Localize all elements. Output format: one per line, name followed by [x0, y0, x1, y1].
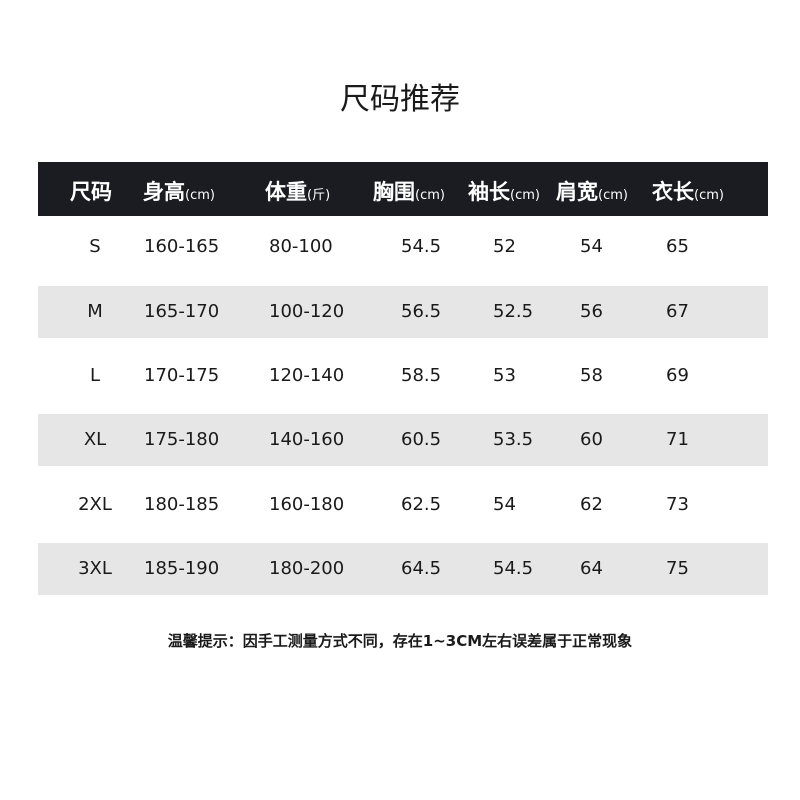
table-cell: 75	[666, 558, 689, 579]
header-unit: (cm)	[598, 188, 628, 203]
header-unit: (斤)	[307, 188, 331, 203]
page-title: 尺码推荐	[340, 82, 460, 117]
table-header: 尺码 身高(cm) 体重(斤) 胸围(cm) 袖长(cm) 肩宽(cm) 衣长(cm)	[38, 162, 768, 216]
table-row: M 165-170 100-120 56.5 52.5 56 67	[38, 286, 768, 338]
table-cell: 140-160	[269, 429, 345, 450]
table-cell: 65	[666, 236, 689, 257]
table-cell: 3XL	[78, 558, 112, 579]
table-cell: 80-100	[269, 236, 333, 257]
header-unit: (cm)	[185, 188, 215, 203]
table-cell: 71	[666, 429, 689, 450]
header-unit: (cm)	[415, 188, 445, 203]
table-cell: 62.5	[401, 494, 442, 515]
table-cell: 120-140	[269, 365, 345, 386]
table-cell: 52	[493, 236, 516, 257]
table-cell: S	[89, 236, 101, 257]
table-cell: 100-120	[269, 301, 345, 322]
table-cell: 56.5	[401, 301, 442, 322]
header-unit: (cm)	[510, 188, 540, 203]
table-cell: 165-170	[144, 301, 220, 322]
table-row: 2XL 180-185 160-180 62.5 54 62 73	[38, 479, 768, 531]
table-row: XL 175-180 140-160 60.5 53.5 60 71	[38, 414, 768, 466]
column-header: 尺码	[70, 176, 112, 206]
table-cell: 73	[666, 494, 689, 515]
table-cell: 54.5	[401, 236, 442, 257]
column-header: 衣长(cm)	[652, 176, 724, 206]
column-header: 肩宽(cm)	[556, 176, 628, 206]
table-cell: M	[87, 301, 103, 322]
table-cell: 170-175	[144, 365, 220, 386]
header-label: 肩宽	[556, 180, 598, 204]
table-cell: 69	[666, 365, 689, 386]
measurement-note: 温馨提示：因手工测量方式不同，存在1~3CM左右误差属于正常现象	[167, 632, 633, 650]
column-header: 身高(cm)	[143, 176, 215, 206]
table-cell: 185-190	[144, 558, 220, 579]
table-cell: 53.5	[493, 429, 534, 450]
table-cell: 54	[493, 494, 516, 515]
table-cell: 180-200	[269, 558, 345, 579]
table-cell: XL	[83, 429, 107, 450]
header-label: 胸围	[373, 180, 415, 204]
table-cell: 180-185	[144, 494, 220, 515]
table-cell: 160-180	[269, 494, 345, 515]
table-cell: 52.5	[493, 301, 534, 322]
table-cell: 2XL	[78, 494, 112, 515]
table-row: 3XL 185-190 180-200 64.5 54.5 64 75	[38, 543, 768, 595]
column-header: 胸围(cm)	[373, 176, 445, 206]
table-cell: 175-180	[144, 429, 220, 450]
table-cell: 160-165	[144, 236, 220, 257]
table-cell: 67	[666, 301, 689, 322]
table-cell: 56	[580, 301, 603, 322]
table-row: L 170-175 120-140 58.5 53 58 69	[38, 350, 768, 402]
header-label: 衣长	[652, 180, 694, 204]
table-cell: 54	[580, 236, 603, 257]
table-cell: 53	[493, 365, 516, 386]
header-label: 身高	[143, 180, 185, 204]
table-cell: L	[89, 365, 101, 386]
header-unit: (cm)	[694, 188, 724, 203]
table-cell: 64.5	[401, 558, 442, 579]
table-cell: 58	[580, 365, 603, 386]
header-label: 袖长	[468, 180, 510, 204]
header-label: 尺码	[70, 180, 112, 204]
table-cell: 64	[580, 558, 603, 579]
header-label: 体重	[265, 180, 307, 204]
table-row: S 160-165 80-100 54.5 52 54 65	[38, 221, 768, 273]
table-cell: 60	[580, 429, 603, 450]
table-cell: 60.5	[401, 429, 442, 450]
table-cell: 54.5	[493, 558, 534, 579]
table-cell: 62	[580, 494, 603, 515]
table-cell: 58.5	[401, 365, 442, 386]
column-header: 袖长(cm)	[468, 176, 540, 206]
column-header: 体重(斤)	[265, 176, 330, 206]
